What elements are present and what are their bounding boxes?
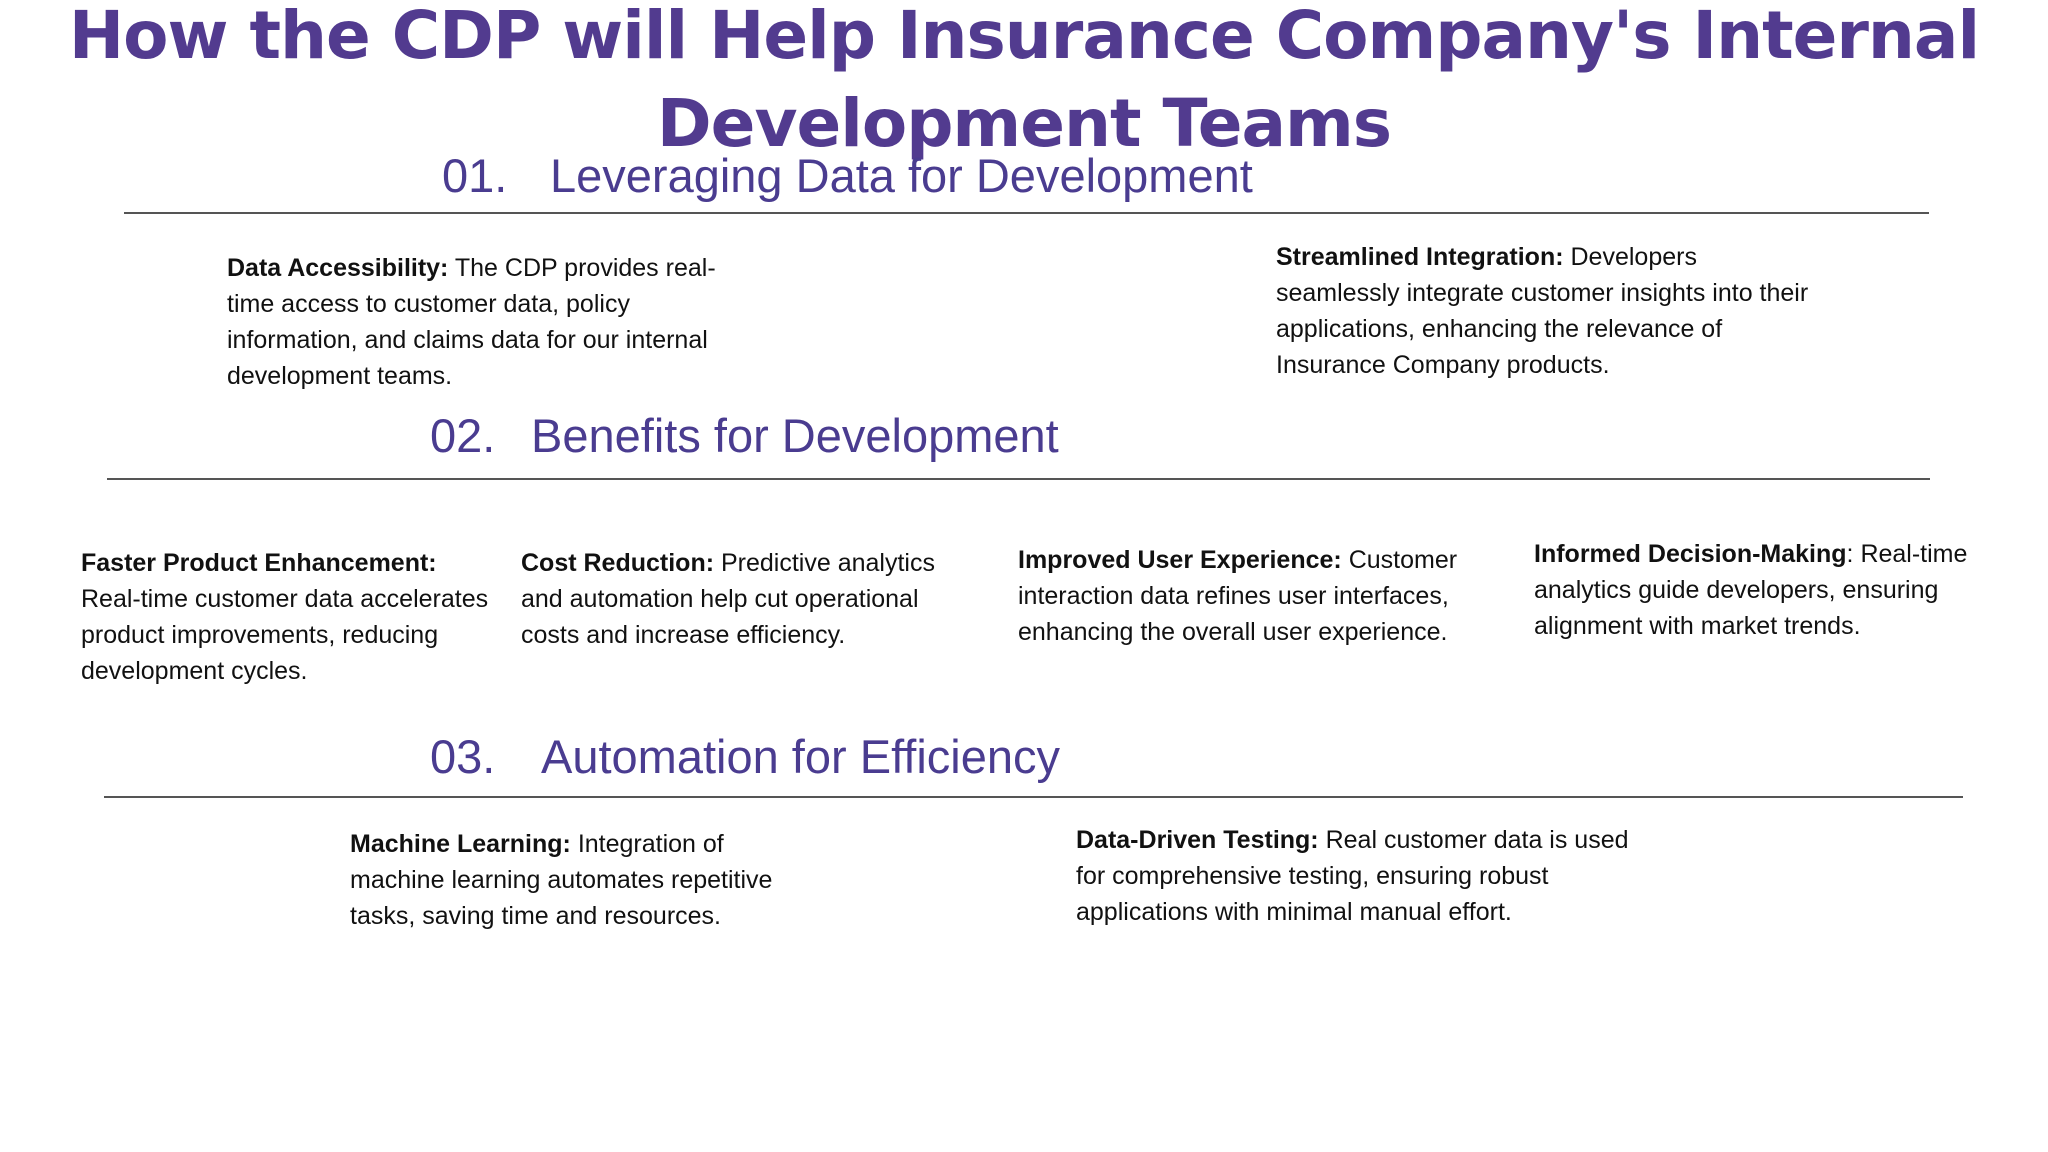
section-1-title: Leveraging Data for Development [550,149,1253,202]
item-improved-user-experience-label: Improved User Experience: [1018,546,1342,574]
item-improved-user-experience: Improved User Experience: Customer inter… [1018,542,1488,650]
item-informed-decision-making-text: : Real-time analytics guide developers, … [1534,540,1968,640]
section-2-heading: 02. Benefits for Development [430,408,1059,464]
section-3-title: Automation for Efficiency [541,730,1060,783]
item-data-accessibility-text: The CDP provides real-time access to cus… [227,254,716,390]
item-informed-decision-making: Informed Decision-Making: Real-time anal… [1534,536,1984,644]
section-1-number: 01. [442,149,508,202]
page-title-line-1: How the CDP will Help Insurance Company'… [68,0,1980,74]
page-title-line-2: Development Teams [656,85,1392,162]
item-cost-reduction-label: Cost Reduction: [521,549,715,577]
item-improved-user-experience-text: Customer interaction data refines user i… [1018,546,1458,646]
item-streamlined-integration: Streamlined Integration: Developers seam… [1276,239,1816,383]
item-machine-learning: Machine Learning: Integration of machine… [350,826,810,934]
section-2-title: Benefits for Development [531,409,1059,462]
item-cost-reduction: Cost Reduction: Predictive analytics and… [521,545,951,653]
item-streamlined-integration-label: Streamlined Integration: [1276,243,1564,271]
section-2-number: 02. [430,409,496,462]
section-3-heading: 03. Automation for Efficiency [430,729,1060,785]
item-data-driven-testing-text: Real customer data is used for comprehen… [1076,826,1629,926]
item-data-driven-testing: Data-Driven Testing: Real customer data … [1076,822,1656,930]
item-machine-learning-text: Integration of machine learning automate… [350,830,773,930]
item-streamlined-integration-text: Developers seamlessly integrate customer… [1276,243,1809,379]
section-3-number: 03. [430,730,496,783]
item-faster-product-enhancement-label: Faster Product Enhancement: [81,549,437,577]
section-1-heading: 01. Leveraging Data for Development [442,148,1253,204]
item-machine-learning-label: Machine Learning: [350,830,571,858]
item-faster-product-enhancement: Faster Product Enhancement: Real-time cu… [81,545,501,689]
item-faster-product-enhancement-text: Real-time customer data accelerates prod… [81,585,489,685]
section-3-divider [104,796,1963,798]
item-data-accessibility: Data Accessibility: The CDP provides rea… [227,250,747,394]
item-data-accessibility-label: Data Accessibility: [227,254,449,282]
section-1-divider [124,212,1929,214]
section-2-divider [107,478,1930,480]
item-cost-reduction-text: Predictive analytics and automation help… [521,549,935,649]
page-title: How the CDP will Help Insurance Company'… [0,0,2048,168]
item-informed-decision-making-label: Informed Decision-Making [1534,540,1847,568]
item-data-driven-testing-label: Data-Driven Testing: [1076,826,1319,854]
